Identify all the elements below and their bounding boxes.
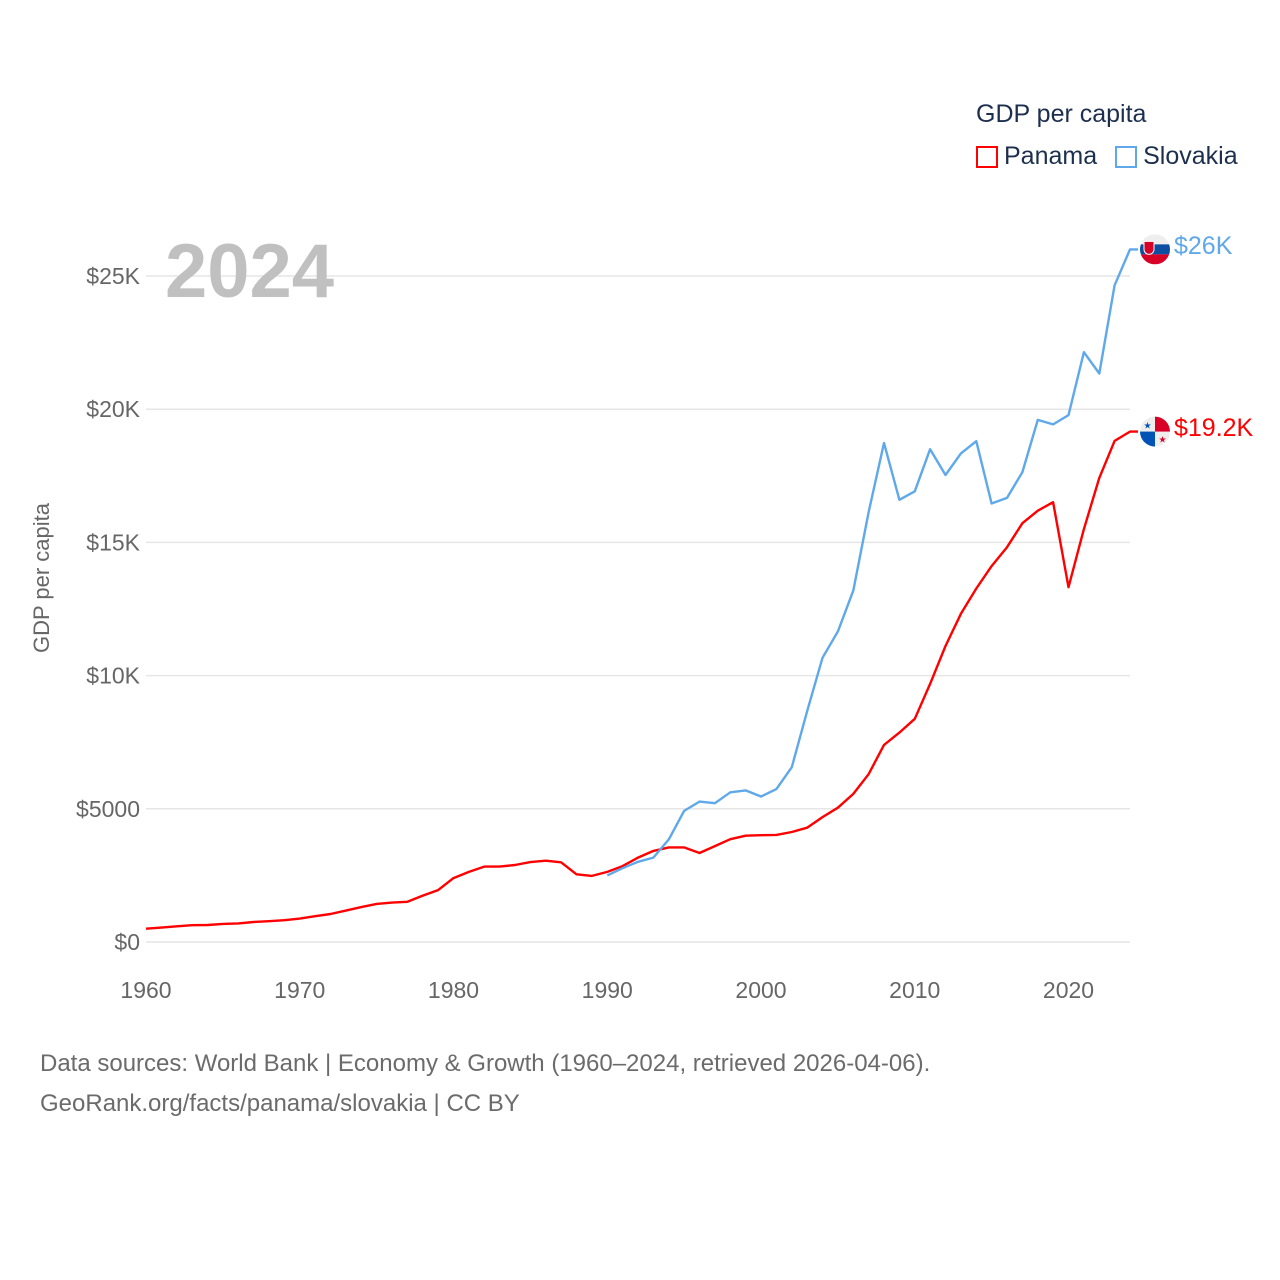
x-tick-label: 1980 xyxy=(428,977,479,1003)
legend-item-slovakia[interactable]: Slovakia xyxy=(1115,142,1238,171)
flags: ★★ xyxy=(1140,234,1170,447)
footer: Data sources: World Bank | Economy & Gro… xyxy=(40,1044,930,1124)
y-axis-ticks: $0 $5000 $10K $15K $20K $25K xyxy=(76,263,141,955)
series-line-slovakia xyxy=(606,248,1138,877)
legend-swatch-slovakia xyxy=(1115,145,1138,168)
legend-label-slovakia: Slovakia xyxy=(1143,142,1238,170)
x-tick-label: 1960 xyxy=(120,977,171,1003)
x-tick-label: 1970 xyxy=(274,977,325,1003)
y-tick-label: $5000 xyxy=(76,796,140,822)
y-tick-label: $15K xyxy=(86,529,140,555)
x-axis-ticks: 1960 1970 1980 1990 2000 2010 2020 xyxy=(120,977,1094,1003)
y-tick-label: $0 xyxy=(114,929,140,955)
svg-text:★: ★ xyxy=(1158,435,1166,445)
gridlines xyxy=(146,275,1130,943)
y-tick-label: $20K xyxy=(86,396,140,422)
data-sources: Data sources: World Bank | Economy & Gro… xyxy=(40,1050,931,1077)
end-label-panama: $19.2K xyxy=(1174,414,1254,442)
year-label: 2024 xyxy=(165,229,335,314)
y-axis-label: GDP per capita xyxy=(29,502,54,654)
x-tick-label: 2020 xyxy=(1043,977,1094,1003)
x-tick-label: 2000 xyxy=(735,977,786,1003)
legend-label-panama: Panama xyxy=(1004,142,1098,170)
y-tick-label: $25K xyxy=(86,263,140,289)
legend: Panama Slovakia xyxy=(976,142,1238,171)
slovakia-flag-icon xyxy=(1140,234,1170,265)
legend-title: GDP per capita xyxy=(976,100,1147,128)
panama-flag-icon: ★★ xyxy=(1140,416,1170,447)
x-tick-label: 2010 xyxy=(889,977,940,1003)
end-label-slovakia: $26K xyxy=(1174,232,1233,260)
x-tick-label: 1990 xyxy=(582,977,633,1003)
series-lines xyxy=(145,248,1138,930)
legend-swatch-panama xyxy=(976,145,998,168)
svg-text:★: ★ xyxy=(1143,421,1151,431)
y-tick-label: $10K xyxy=(86,663,140,689)
attribution-link[interactable]: GeoRank.org/facts/panama/slovakia | CC B… xyxy=(40,1090,520,1117)
legend-item-panama[interactable]: Panama xyxy=(976,142,1097,171)
series-line-panama xyxy=(145,430,1138,930)
